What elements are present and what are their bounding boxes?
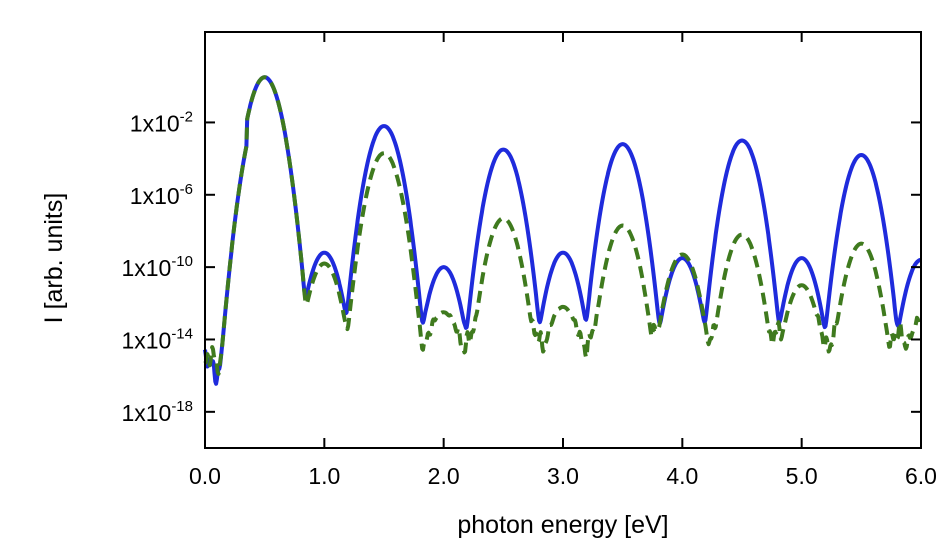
y-tick-label-exponent: -18 [171,398,193,415]
x-tick-label: 5.0 [786,463,818,489]
y-tick-label-base: 1x10 [121,400,171,426]
y-tick-label-base: 1x10 [130,110,180,136]
y-tick-label-base: 1x10 [130,183,180,209]
y-tick-label: 1x10-18 [121,398,193,426]
x-tick-label: 3.0 [547,463,579,489]
y-tick-label: 1x10-2 [130,108,193,136]
y-tick-label: 1x10-10 [121,253,193,281]
y-tick-label-base: 1x10 [121,327,171,353]
x-tick-label: 2.0 [428,463,460,489]
y-tick-label: 1x10-6 [130,181,193,209]
y-tick-label-exponent: -6 [180,181,193,198]
x-tick-label: 6.0 [905,463,937,489]
y-axis-title: I [arb. units] [40,193,68,324]
series-line-1 [203,75,923,376]
x-tick-label: 0.0 [189,463,221,489]
y-tick-label-exponent: -2 [180,108,193,125]
tick-layer: 0.0 1.0 2.0 3.0 4.0 5.0 6.01x10-21x10-61x10-10… [121,32,937,489]
y-tick-label-base: 1x10 [121,255,171,281]
x-tick-label: 1.0 [308,463,340,489]
x-axis-title: photon energy [eV] [457,511,668,539]
series-layer [203,75,923,386]
series-line-0 [203,75,923,386]
y-tick-label: 1x10-14 [121,325,193,353]
x-tick-label: 4.0 [666,463,698,489]
y-tick-label-exponent: -14 [171,325,193,342]
plot-frame [204,31,922,449]
y-tick-label-exponent: -10 [171,253,193,270]
